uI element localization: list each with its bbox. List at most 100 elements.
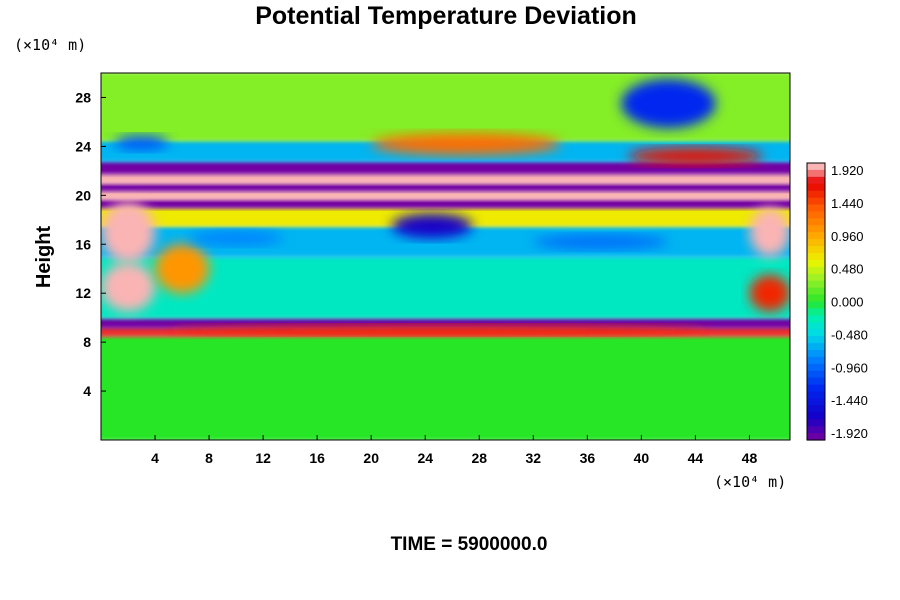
field-band-3 xyxy=(101,255,790,319)
colorbar-step-2 xyxy=(807,176,825,185)
colorbar-step-28 xyxy=(807,356,825,365)
x-tick-label-48: 48 xyxy=(742,450,758,466)
field-band-9 xyxy=(101,172,790,185)
field-anomaly-11 xyxy=(114,135,169,151)
y-tick-label-28: 28 xyxy=(75,89,91,105)
y-tick-label-24: 24 xyxy=(75,138,91,154)
field-anomalies xyxy=(101,79,790,335)
x-tick-label-4: 4 xyxy=(151,450,159,466)
colorbar-step-31 xyxy=(807,377,825,386)
colorbar-step-8 xyxy=(807,218,825,226)
colorbar-step-22 xyxy=(807,315,825,323)
field-anomaly-2 xyxy=(155,244,210,294)
colorbar-step-21 xyxy=(807,308,825,316)
colorbar-step-26 xyxy=(807,343,825,351)
y-tick-label-12: 12 xyxy=(75,285,91,301)
x-tick-label-24: 24 xyxy=(417,450,433,466)
colorbar-step-7 xyxy=(807,211,825,219)
colorbar-step-10 xyxy=(807,232,825,240)
colorbar-step-32 xyxy=(807,384,825,393)
colorbar-step-23 xyxy=(807,322,825,330)
colorbar-step-25 xyxy=(807,336,825,344)
colorbar-label-1: 1.440 xyxy=(831,196,864,211)
colorbar-step-11 xyxy=(807,239,825,247)
colorbar-label-6: -0.960 xyxy=(831,360,868,375)
field-anomaly-7 xyxy=(188,230,284,246)
field-band-8 xyxy=(101,182,790,192)
colorbar-step-16 xyxy=(807,273,825,282)
colorbar-step-6 xyxy=(807,204,825,213)
field-anomaly-8 xyxy=(533,234,669,250)
colorbar-frame xyxy=(806,162,826,441)
colorbar xyxy=(806,162,826,441)
field-band-6 xyxy=(101,198,790,209)
field-anomaly-6 xyxy=(391,213,473,239)
colorbar-step-20 xyxy=(807,301,825,310)
colorbar-step-0 xyxy=(807,163,825,171)
x-tick-label-16: 16 xyxy=(309,450,325,466)
field-band-7 xyxy=(101,189,790,201)
colorbar-label-3: 0.480 xyxy=(831,262,864,277)
chart-title: Potential Temperature Deviation xyxy=(255,2,637,30)
colorbar-step-35 xyxy=(807,405,825,413)
field-anomaly-12 xyxy=(168,325,709,335)
x-tick-label-20: 20 xyxy=(363,450,379,466)
plot-area xyxy=(101,73,790,440)
colorbar-step-18 xyxy=(807,287,825,296)
colorbar-step-14 xyxy=(807,259,825,268)
y-tick-label-20: 20 xyxy=(75,187,91,203)
colorbar-step-3 xyxy=(807,183,825,192)
colorbar-step-4 xyxy=(807,190,825,199)
colorbar-step-39 xyxy=(807,433,825,441)
colorbar-step-33 xyxy=(807,391,825,400)
colorbar-step-29 xyxy=(807,363,825,372)
field-anomaly-0 xyxy=(101,201,156,263)
y-axis-unit: (×10⁴ m) xyxy=(14,36,86,54)
colorbar-step-17 xyxy=(807,280,825,289)
colorbar-step-24 xyxy=(807,329,825,337)
field-anomaly-10 xyxy=(371,132,561,155)
field-anomaly-4 xyxy=(749,274,790,312)
x-tick-label-40: 40 xyxy=(634,450,650,466)
colorbar-step-19 xyxy=(807,294,825,303)
field-anomaly-9 xyxy=(627,147,763,165)
colorbar-step-12 xyxy=(807,246,825,254)
colorbar-ticks: 1.920 1.440 0.960 0.480 0.000 -0.480 -0.960 -1.… xyxy=(831,163,868,441)
x-tick-label-32: 32 xyxy=(526,450,542,466)
field-anomaly-3 xyxy=(749,207,790,257)
colorbar-label-8: -1.920 xyxy=(831,426,868,441)
field-anomaly-5 xyxy=(621,79,716,129)
field-bands xyxy=(101,73,790,440)
y-tick-label-8: 8 xyxy=(83,334,91,350)
colorbar-step-34 xyxy=(807,398,825,406)
x-tick-label-28: 28 xyxy=(471,450,487,466)
colorbar-step-38 xyxy=(807,426,825,434)
x-tick-label-36: 36 xyxy=(580,450,596,466)
plot-frame xyxy=(100,72,791,441)
x-axis-ticks: 4 8 12 16 20 24 28 32 36 40 44 48 xyxy=(151,435,757,466)
colorbar-label-4: 0.000 xyxy=(831,295,864,310)
colorbar-step-30 xyxy=(807,370,825,379)
time-label: TIME = 5900000.0 xyxy=(391,534,548,555)
x-tick-label-12: 12 xyxy=(255,450,271,466)
field-band-10 xyxy=(101,160,790,175)
colorbar-step-13 xyxy=(807,253,825,261)
field-band-0 xyxy=(101,335,790,440)
y-axis-ticks: 4 8 12 16 20 24 28 xyxy=(75,89,106,399)
colorbar-step-9 xyxy=(807,225,825,233)
field-band-2 xyxy=(101,316,790,329)
colorbar-label-2: 0.960 xyxy=(831,229,864,244)
x-tick-label-44: 44 xyxy=(688,450,704,466)
colorbar-step-1 xyxy=(807,169,825,178)
y-tick-label-4: 4 xyxy=(83,383,91,399)
colorbar-step-36 xyxy=(807,412,825,420)
colorbar-step-27 xyxy=(807,349,825,358)
colorbar-step-15 xyxy=(807,266,825,275)
y-tick-label-16: 16 xyxy=(75,236,91,252)
colorbar-step-37 xyxy=(807,419,825,427)
x-axis-unit: (×10⁴ m) xyxy=(714,473,786,491)
colorbar-label-5: -0.480 xyxy=(831,327,868,342)
colorbar-step-5 xyxy=(807,197,825,206)
colorbar-label-7: -1.440 xyxy=(831,393,868,408)
